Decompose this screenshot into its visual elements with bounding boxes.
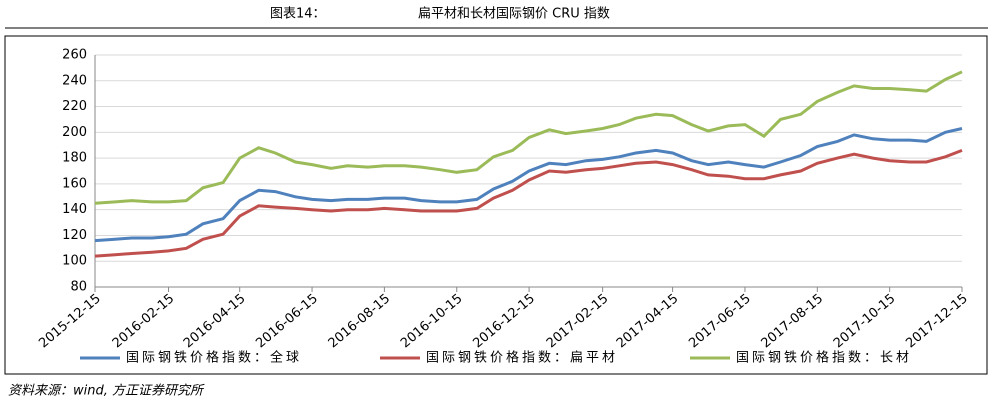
legend-label: 国际钢铁价格指数：扁平材 (426, 350, 618, 366)
series-line (94, 127, 963, 243)
y-tick-label: 240 (62, 73, 87, 88)
x-tick-label: 2017-02-15 (544, 291, 612, 351)
x-tick-label: 2016-08-15 (326, 291, 394, 351)
chart-title: 扁平材和长材国际钢价 CRU 指数 (418, 7, 610, 22)
source: 资料来源：wind, 方正证券研究所 (8, 383, 205, 399)
x-tick-label: 2016-02-15 (110, 291, 178, 351)
y-tick-label: 80 (70, 280, 87, 295)
series-line (94, 149, 963, 258)
title-label: 图表14： (270, 7, 326, 22)
x-tick-label: 2016-04-15 (181, 291, 249, 351)
y-tick-label: 120 (62, 228, 87, 243)
y-tick-label: 220 (62, 99, 87, 114)
legend-label: 国际钢铁价格指数：全球 (126, 350, 302, 366)
x-tick-label: 2017-06-15 (686, 291, 754, 351)
y-tick-label: 160 (62, 176, 87, 191)
x-tick-label: 2015-12-15 (36, 291, 104, 351)
legend-label: 国际钢铁价格指数：长材 (736, 350, 912, 366)
y-tick-label: 200 (62, 125, 87, 140)
series-line (94, 70, 963, 205)
x-tick-label: 2016-06-15 (253, 291, 321, 351)
x-tick-label: 2017-12-15 (903, 291, 971, 351)
y-tick-label: 100 (62, 254, 87, 269)
x-tick-label: 2017-04-15 (614, 291, 682, 351)
y-tick-label: 260 (62, 48, 87, 63)
x-tick-label: 2016-12-15 (470, 291, 538, 351)
x-tick-label: 2016-10-15 (398, 291, 466, 351)
y-tick-label: 140 (62, 202, 87, 217)
x-tick-label: 2017-08-15 (759, 291, 827, 351)
chart-frame (4, 35, 988, 375)
x-tick-label: 2017-10-15 (831, 291, 899, 351)
y-tick-label: 180 (62, 151, 87, 166)
